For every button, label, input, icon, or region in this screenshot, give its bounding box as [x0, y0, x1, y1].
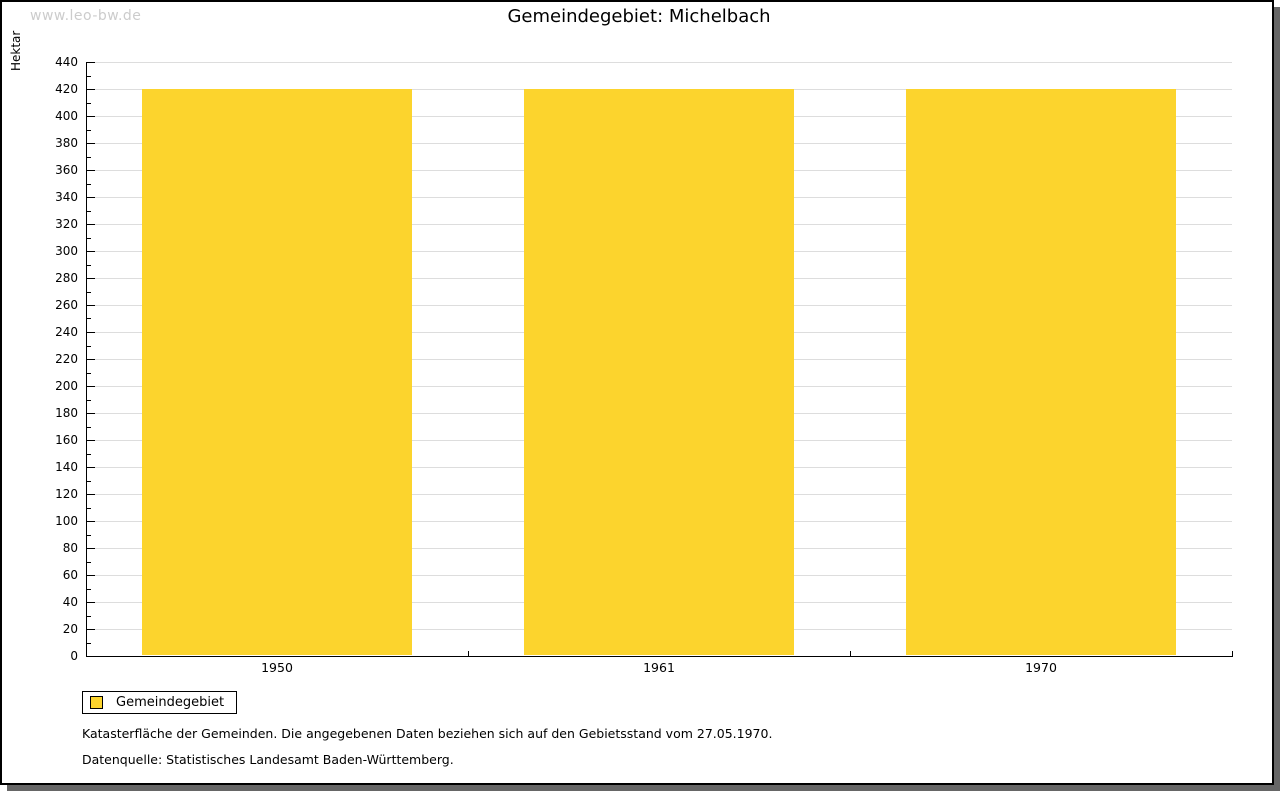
y-major-tick [87, 116, 95, 117]
y-minor-tick [87, 103, 91, 104]
y-tick-label: 80 [62, 541, 78, 555]
y-minor-tick [87, 346, 91, 347]
y-minor-tick [87, 643, 91, 644]
y-major-tick [87, 521, 95, 522]
y-major-tick [87, 575, 95, 576]
y-minor-tick [87, 481, 91, 482]
y-major-tick [87, 170, 95, 171]
y-major-tick [87, 386, 95, 387]
y-minor-tick [87, 318, 91, 319]
y-tick-label: 60 [62, 568, 78, 582]
footer-source: Datenquelle: Statistisches Landesamt Bad… [82, 752, 454, 767]
chart-title: Gemeindegebiet: Michelbach [507, 6, 771, 27]
y-major-tick [87, 548, 95, 549]
bar-1950 [142, 89, 412, 655]
y-major-tick [87, 629, 95, 630]
y-tick-label: 380 [55, 136, 78, 150]
footer-note: Katasterfläche der Gemeinden. Die angege… [82, 726, 773, 741]
y-major-tick [87, 224, 95, 225]
y-tick-label: 200 [55, 379, 78, 393]
y-minor-tick [87, 562, 91, 563]
y-tick-label: 120 [55, 487, 78, 501]
y-minor-tick [87, 508, 91, 509]
x-boundary-tick [850, 651, 851, 656]
y-minor-tick [87, 292, 91, 293]
y-major-tick [87, 467, 95, 468]
y-major-tick [87, 305, 95, 306]
y-tick-label: 440 [55, 55, 78, 69]
y-minor-tick [87, 454, 91, 455]
y-tick-label: 180 [55, 406, 78, 420]
y-major-tick [87, 278, 95, 279]
y-minor-tick [87, 157, 91, 158]
y-major-tick [87, 197, 95, 198]
legend-color-swatch [90, 696, 103, 709]
y-tick-label: 0 [70, 649, 78, 663]
y-tick-label: 360 [55, 163, 78, 177]
legend: Gemeindegebiet [82, 691, 238, 714]
y-minor-tick [87, 373, 91, 374]
y-major-tick [87, 494, 95, 495]
y-minor-tick [87, 184, 91, 185]
y-major-tick [87, 251, 95, 252]
bar-1970 [906, 89, 1176, 655]
y-major-tick [87, 656, 95, 657]
y-tick-label: 220 [55, 352, 78, 366]
y-minor-tick [87, 427, 91, 428]
y-tick-label: 260 [55, 298, 78, 312]
y-tick-label: 20 [62, 622, 78, 636]
y-major-tick [87, 143, 95, 144]
x-tick-label: 1961 [643, 660, 675, 675]
x-boundary-tick [1232, 651, 1233, 656]
y-tick-label: 280 [55, 271, 78, 285]
y-minor-tick [87, 400, 91, 401]
bar-1961 [524, 89, 794, 655]
watermark: www.leo-bw.de [30, 8, 142, 24]
y-tick-label: 400 [55, 109, 78, 123]
x-boundary-tick [468, 651, 469, 656]
y-minor-tick [87, 589, 91, 590]
x-tick-label: 1950 [261, 660, 293, 675]
gridline [86, 62, 1232, 63]
legend-item-label: Gemeindegebiet [116, 695, 225, 710]
y-major-tick [87, 413, 95, 414]
y-minor-tick [87, 238, 91, 239]
y-tick-label: 320 [55, 217, 78, 231]
y-tick-label: 140 [55, 460, 78, 474]
y-major-tick [87, 359, 95, 360]
y-minor-tick [87, 211, 91, 212]
y-axis-line [86, 62, 87, 657]
x-tick-label: 1970 [1025, 660, 1057, 675]
y-minor-tick [87, 265, 91, 266]
y-tick-label: 340 [55, 190, 78, 204]
y-tick-label: 300 [55, 244, 78, 258]
y-major-tick [87, 89, 95, 90]
y-tick-label: 420 [55, 82, 78, 96]
y-tick-label: 160 [55, 433, 78, 447]
y-major-tick [87, 62, 95, 63]
y-tick-label: 100 [55, 514, 78, 528]
y-major-tick [87, 602, 95, 603]
x-axis-line [86, 656, 1233, 657]
y-major-tick [87, 332, 95, 333]
y-tick-label: 240 [55, 325, 78, 339]
y-minor-tick [87, 130, 91, 131]
y-tick-label: 40 [62, 595, 78, 609]
y-minor-tick [87, 616, 91, 617]
y-major-tick [87, 440, 95, 441]
y-minor-tick [87, 76, 91, 77]
y-minor-tick [87, 535, 91, 536]
